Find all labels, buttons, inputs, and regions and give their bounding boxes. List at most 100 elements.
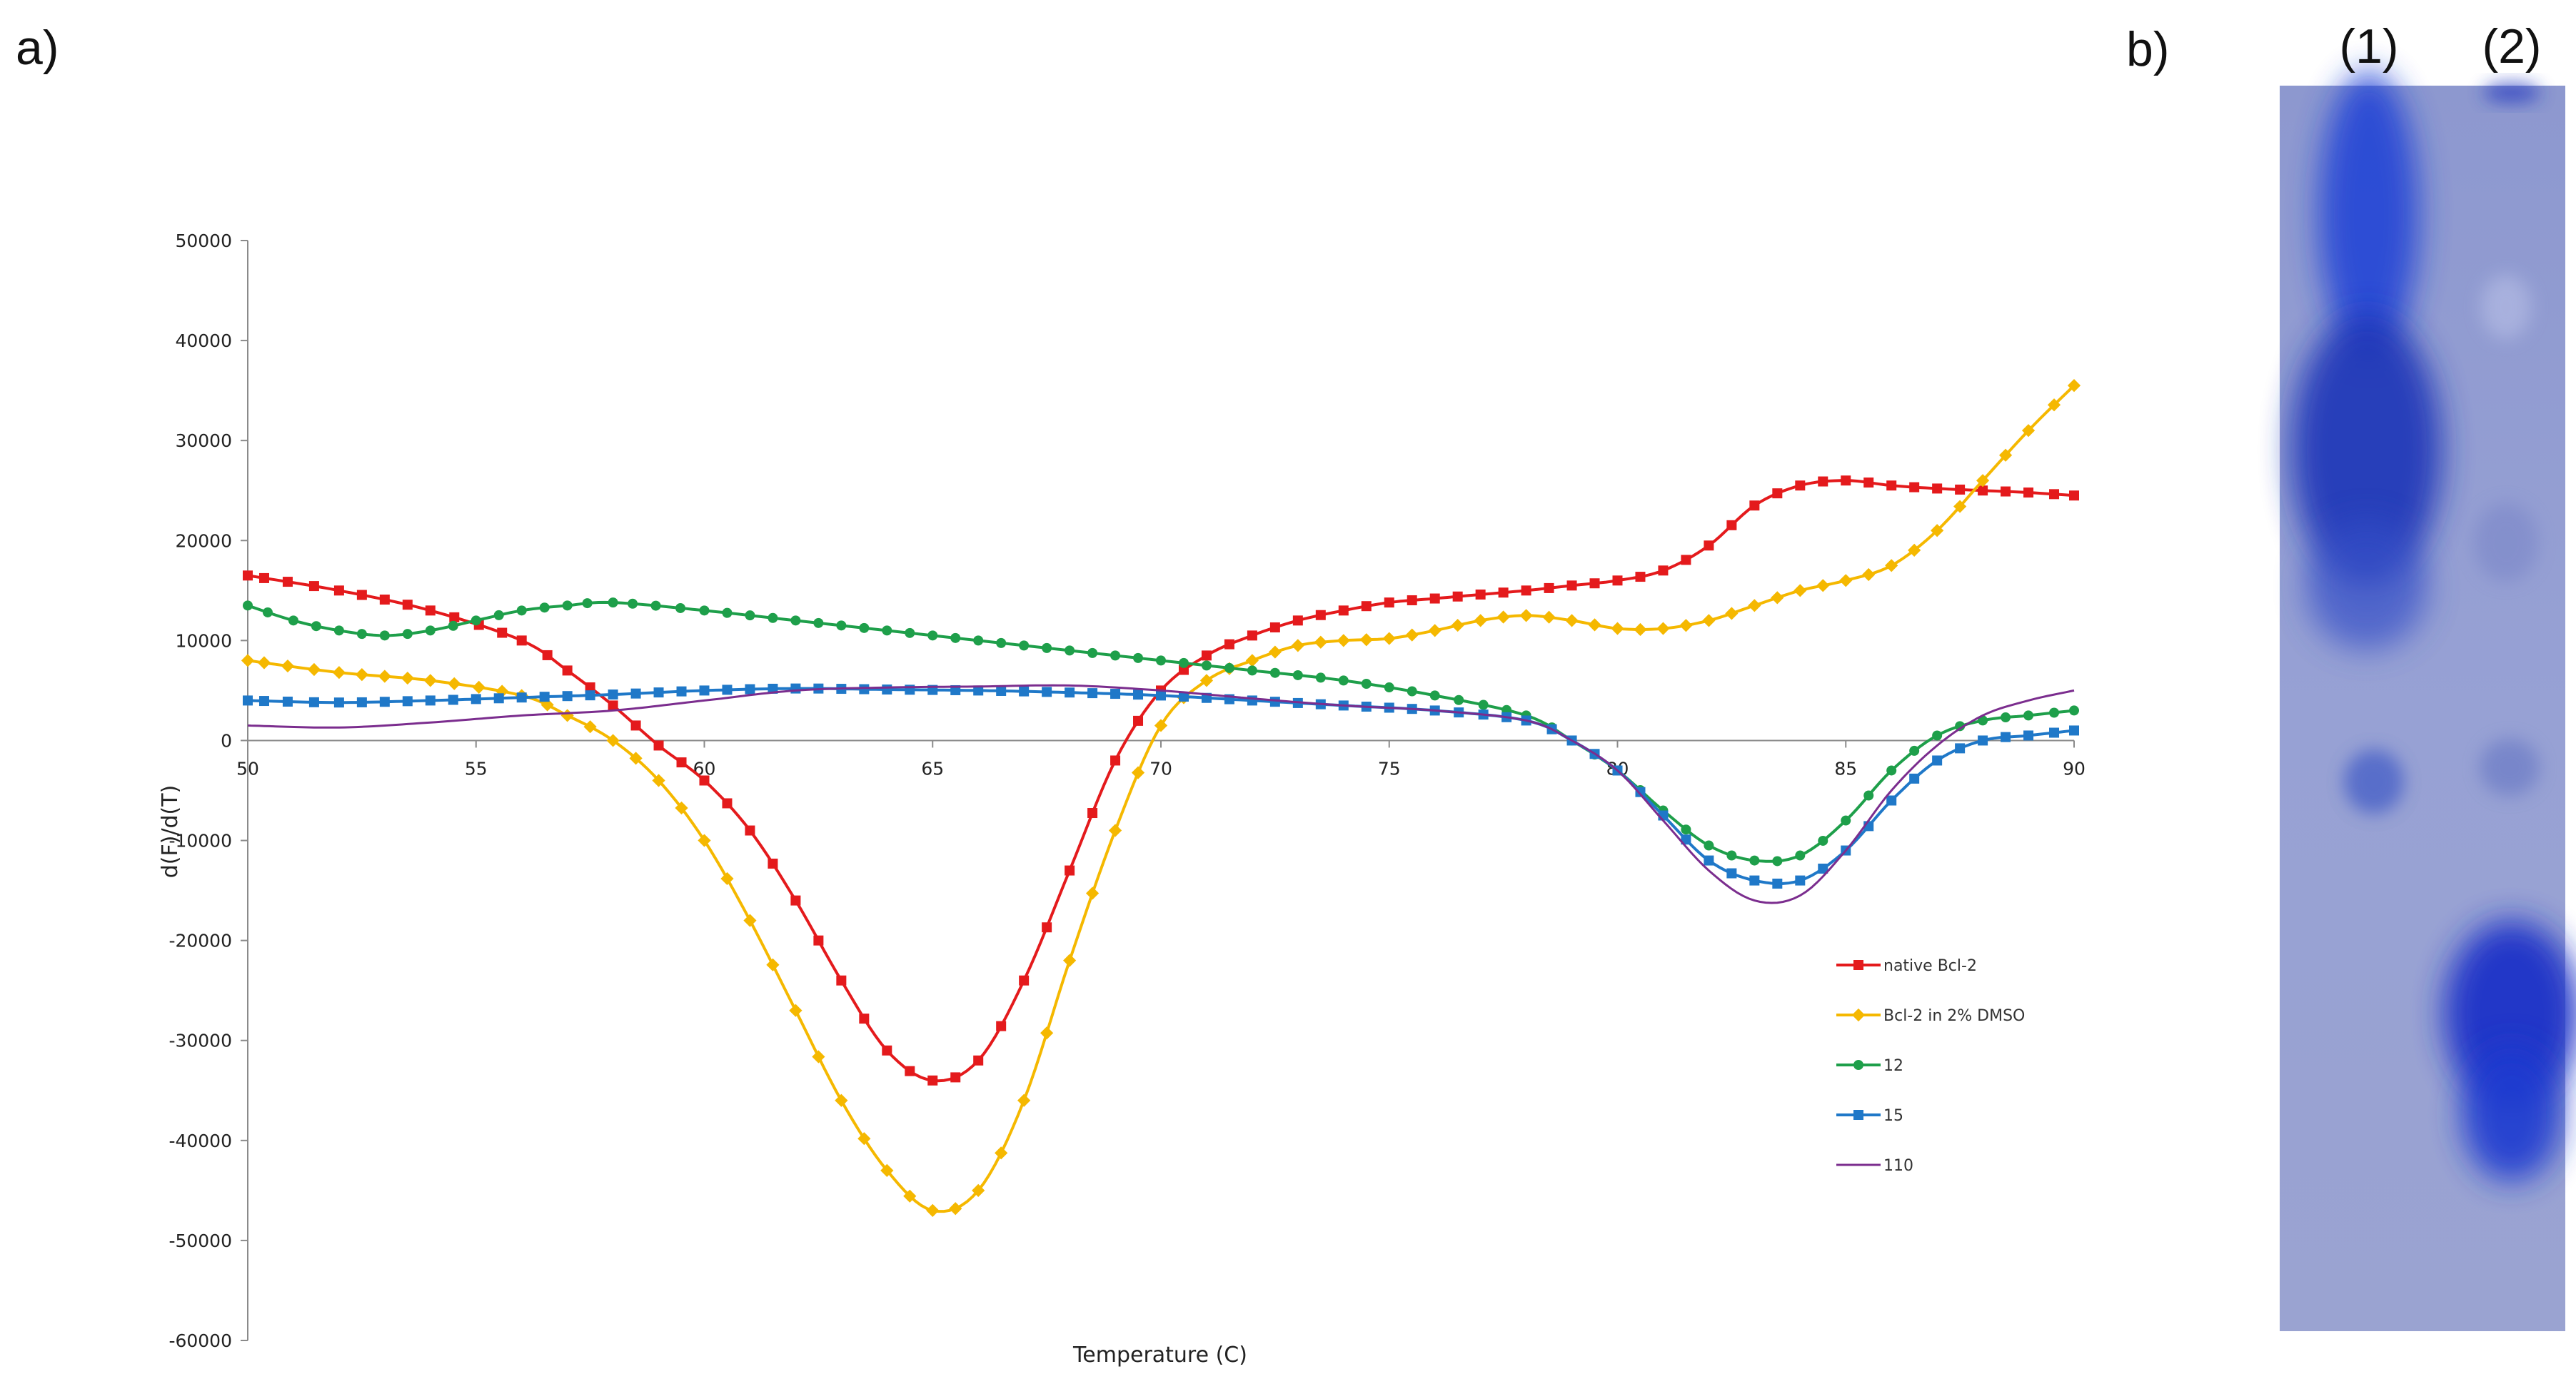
data-point (1384, 597, 1394, 608)
data-point (1658, 565, 1669, 576)
data-point (1454, 694, 1464, 705)
data-point (1749, 855, 1760, 866)
data-point (745, 684, 755, 694)
data-point (1725, 607, 1739, 620)
data-point (311, 621, 321, 632)
gel-well-lane2 (2483, 83, 2540, 103)
data-point (243, 570, 253, 581)
data-point (1224, 639, 1234, 650)
data-point (1909, 482, 1920, 493)
data-point (288, 615, 298, 626)
data-point (630, 688, 641, 699)
data-point (652, 774, 665, 787)
data-point (1998, 448, 2013, 462)
data-point (401, 671, 414, 685)
data-point (281, 659, 295, 673)
data-point (1201, 650, 1212, 661)
data-point (585, 690, 595, 701)
data-point (495, 685, 509, 698)
data-point (722, 607, 733, 618)
data-point (790, 895, 801, 906)
data-point (950, 1072, 961, 1083)
data-point (333, 625, 344, 636)
data-point (1133, 652, 1144, 663)
data-point (1178, 665, 1189, 675)
data-point (608, 690, 618, 700)
x-tick-label: 65 (921, 758, 944, 779)
data-point (1247, 695, 1257, 706)
data-point (768, 858, 778, 869)
data-point (1474, 614, 1487, 627)
data-point (258, 572, 269, 583)
data-point (1019, 686, 1030, 697)
data-point (1087, 808, 1098, 819)
data-point (882, 685, 892, 695)
data-point (676, 757, 687, 768)
data-point (1863, 790, 1874, 801)
data-point (1247, 665, 1257, 676)
data-point (1818, 835, 1828, 846)
data-point (257, 656, 271, 670)
y-axis-title: d(F)/d(T) (158, 785, 183, 879)
data-point (2049, 489, 2060, 500)
data-point (882, 1045, 892, 1056)
data-point (653, 740, 664, 751)
data-point (1771, 591, 1784, 605)
gel-band-lane1-lower (2306, 521, 2427, 650)
data-point (1931, 524, 1944, 537)
data-point (282, 696, 293, 707)
data-point (608, 597, 618, 608)
data-point (402, 696, 413, 707)
data-point (471, 694, 481, 704)
gel-band-lane2-faint-mid (2474, 503, 2538, 582)
data-point (1681, 834, 1691, 845)
data-point (1087, 647, 1098, 658)
data-point (1909, 773, 1920, 784)
data-point (2049, 707, 2060, 718)
data-point (282, 577, 293, 587)
data-point (1382, 632, 1396, 645)
data-point (560, 709, 574, 722)
data-point (1816, 579, 1830, 592)
data-point (1405, 628, 1419, 642)
data-point (905, 1066, 915, 1076)
data-point (332, 666, 346, 680)
data-point (243, 695, 253, 706)
series-line (247, 479, 2075, 1083)
legend-label: native Bcl-2 (1883, 957, 1977, 975)
data-point (973, 1055, 984, 1066)
data-point (1291, 639, 1304, 652)
data-point (1955, 743, 1966, 754)
data-point (402, 600, 413, 610)
data-point (307, 662, 321, 677)
chart-series (241, 379, 2081, 1217)
data-point (2001, 732, 2011, 742)
data-point (562, 691, 573, 702)
data-point (606, 734, 620, 747)
data-point (1704, 855, 1714, 866)
data-point (1110, 650, 1121, 661)
data-point (1726, 868, 1737, 879)
data-point (425, 605, 436, 616)
data-point (1201, 660, 1212, 671)
series-3 (243, 597, 2079, 867)
data-point (1976, 474, 1990, 488)
y-tick-label: 40000 (175, 330, 232, 351)
data-point (2001, 712, 2011, 723)
gel-band-lane2-lower (2462, 1046, 2562, 1181)
data-point (1429, 690, 1440, 701)
data-point (423, 674, 437, 687)
data-point (1131, 766, 1145, 779)
legend-swatch-marker (1853, 1060, 1863, 1070)
data-point (1565, 614, 1579, 627)
legend-label: 15 (1883, 1107, 1903, 1125)
data-point (1748, 599, 1761, 612)
data-point (1245, 654, 1259, 667)
data-point (1772, 856, 1783, 867)
data-point (836, 620, 847, 631)
data-point (1042, 687, 1052, 697)
y-tick-label: -10000 (168, 831, 232, 852)
data-point (562, 600, 573, 611)
data-point (675, 801, 688, 815)
data-point (1885, 559, 1898, 572)
